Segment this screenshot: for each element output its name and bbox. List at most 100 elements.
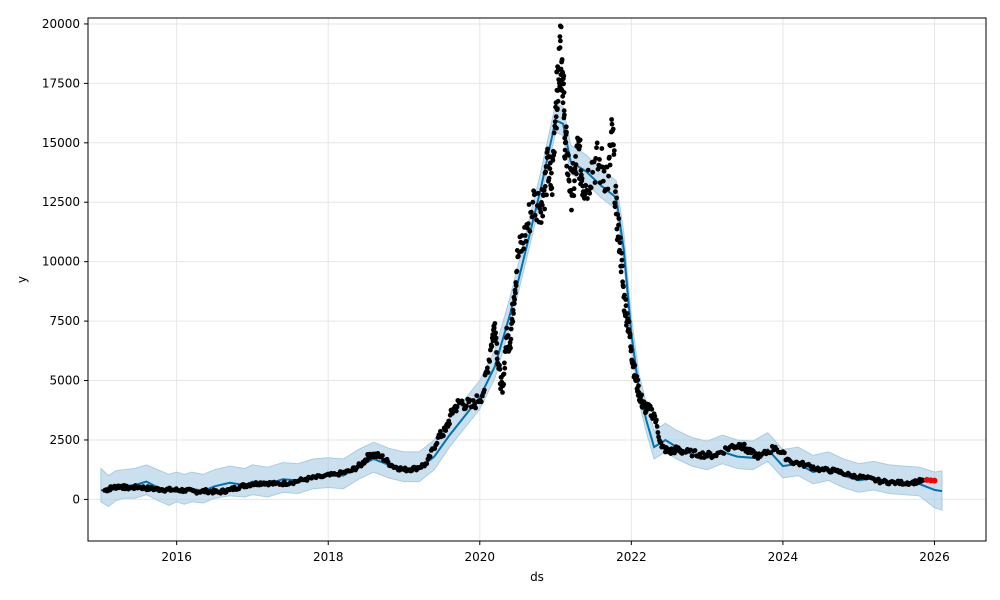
observed-point <box>481 387 487 393</box>
forecast-yhat-line <box>100 118 943 494</box>
observed-point <box>542 184 548 189</box>
observed-point <box>613 189 618 195</box>
observed-point <box>563 124 569 130</box>
observed-point <box>566 178 572 184</box>
y-tick-label: 10000 <box>42 255 80 269</box>
observed-point <box>607 162 613 168</box>
observed-point <box>535 190 541 196</box>
x-tick-label: 2024 <box>768 550 799 564</box>
observed-point <box>588 185 594 191</box>
observed-point <box>485 365 490 371</box>
observed-point <box>622 292 627 298</box>
observed-point <box>561 81 566 87</box>
observed-point <box>627 332 633 337</box>
observed-point <box>549 170 554 176</box>
observed-point <box>615 212 621 218</box>
observed-point <box>577 137 583 143</box>
y-tick-label: 0 <box>72 492 80 506</box>
observed-point <box>618 235 623 241</box>
y-tick-label: 20000 <box>42 17 80 31</box>
observed-point <box>443 428 449 433</box>
observed-point <box>624 311 630 316</box>
observed-point <box>585 196 590 201</box>
observed-point <box>438 428 443 434</box>
observed-point <box>619 263 625 269</box>
observed-point <box>623 297 629 302</box>
observed-point <box>380 453 385 458</box>
highlight-point <box>931 477 938 484</box>
observed-point <box>493 330 499 336</box>
observed-point <box>494 356 500 362</box>
observed-point <box>561 73 567 79</box>
observed-point <box>526 202 532 207</box>
y-axis-label: y <box>15 276 29 283</box>
observed-point <box>522 233 528 238</box>
observed-point <box>485 370 491 375</box>
observed-point <box>561 108 567 114</box>
y-tick-label: 2500 <box>49 433 80 447</box>
observed-point <box>594 140 600 146</box>
observed-point <box>553 114 559 120</box>
observed-point <box>593 156 599 161</box>
observed-point <box>583 183 589 189</box>
observed-point <box>692 448 698 453</box>
observed-point <box>613 183 619 189</box>
observed-point <box>560 93 566 99</box>
x-tick-label: 2018 <box>313 550 344 564</box>
observed-point <box>573 154 578 159</box>
observed-point <box>632 362 638 368</box>
observed-point <box>563 139 569 145</box>
observed-point <box>571 186 577 192</box>
observed-point <box>489 343 495 349</box>
observed-point <box>447 421 452 427</box>
observed-point <box>635 377 641 383</box>
observed-point <box>552 119 558 125</box>
observed-point <box>541 188 547 193</box>
observed-point <box>597 157 602 162</box>
observed-point <box>561 90 567 95</box>
observed-point <box>616 216 622 221</box>
observed-point <box>547 166 553 172</box>
observed-point <box>555 106 560 111</box>
y-tick-label: 12500 <box>42 195 80 209</box>
observed-point <box>587 190 593 196</box>
observed-point <box>557 34 563 39</box>
y-tick-label: 17500 <box>42 76 80 90</box>
observed-point <box>605 186 611 192</box>
observed-point <box>626 319 632 324</box>
observed-point <box>654 417 659 423</box>
observed-point <box>525 221 531 227</box>
observed-point <box>655 430 661 435</box>
observed-point <box>721 451 727 456</box>
observed-point <box>618 269 624 275</box>
observed-point <box>559 57 565 62</box>
observed-point <box>628 347 634 352</box>
observed-point <box>592 180 598 186</box>
observed-point <box>538 209 544 215</box>
y-tick-label: 5000 <box>49 374 80 388</box>
grid <box>88 18 986 541</box>
observed-point <box>511 301 517 306</box>
observed-point <box>508 326 514 332</box>
observed-point <box>502 365 508 371</box>
observed-point <box>497 366 503 372</box>
observed-point <box>649 406 655 412</box>
observed-point <box>427 454 433 459</box>
observed-point <box>539 202 545 208</box>
observed-point <box>504 325 510 331</box>
observed-point <box>612 204 618 210</box>
observed-point <box>800 459 805 465</box>
observed-point <box>454 404 460 410</box>
observed-point <box>689 453 695 459</box>
observed-point <box>582 191 588 197</box>
observed-point <box>543 169 549 175</box>
observed-point <box>611 142 616 148</box>
observed-point <box>545 146 550 152</box>
forecast-line <box>100 118 943 494</box>
highlight-points <box>923 476 938 484</box>
observed-point <box>549 185 555 191</box>
x-axis-ticks: 2016 2018 2020 2022 2024 2026 <box>161 541 950 564</box>
observed-point <box>473 405 478 411</box>
observed-point <box>590 169 596 175</box>
observed-point <box>512 297 517 302</box>
